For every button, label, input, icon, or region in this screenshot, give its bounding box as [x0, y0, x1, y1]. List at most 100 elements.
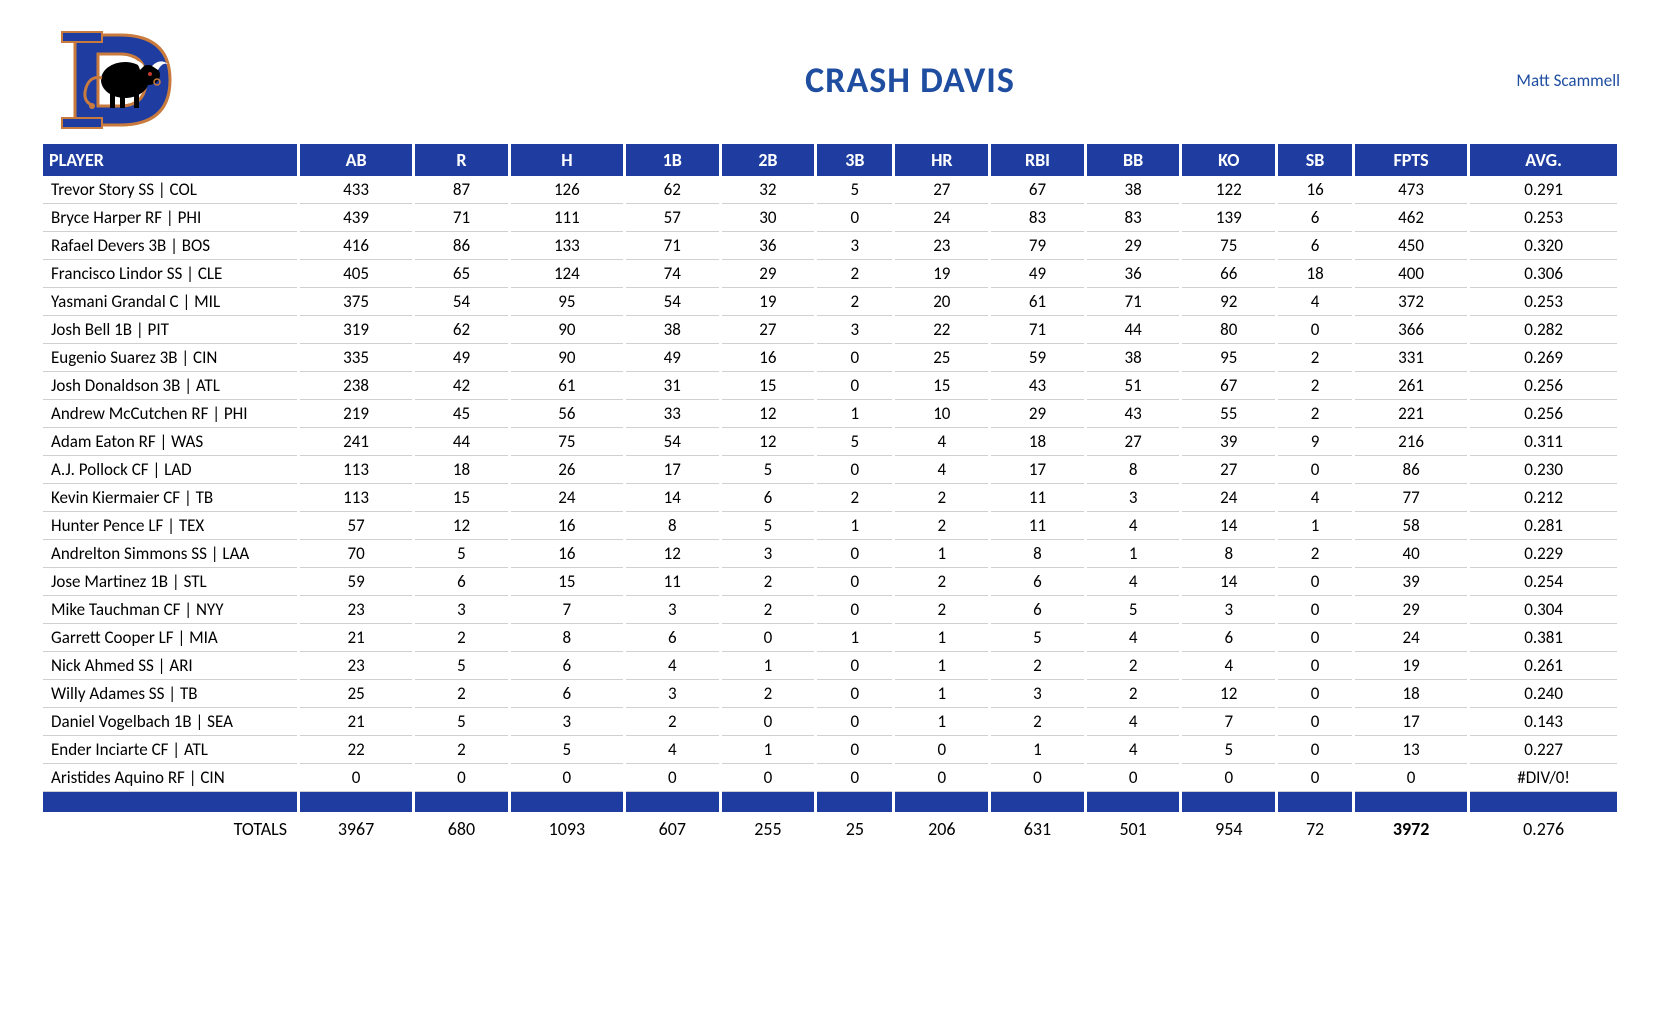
stat-cell: 124 — [511, 260, 623, 288]
stat-cell: 45 — [415, 400, 508, 428]
stat-cell: 3 — [722, 540, 815, 568]
table-row: Andrelton Simmons SS | LAA70516123018182… — [43, 540, 1617, 568]
stat-cell: 0 — [1278, 568, 1352, 596]
stat-cell: 67 — [1182, 372, 1275, 400]
stat-cell: 0.229 — [1470, 540, 1617, 568]
author-name: Matt Scammell — [1516, 70, 1620, 91]
stat-cell: 9 — [1278, 428, 1352, 456]
stat-cell: 4 — [1278, 288, 1352, 316]
stat-cell: 56 — [511, 400, 623, 428]
stat-cell: 27 — [1087, 428, 1180, 456]
stat-cell: 19 — [722, 288, 815, 316]
stat-cell: 14 — [626, 484, 719, 512]
stat-cell: 2 — [722, 568, 815, 596]
totals-cell: 680 — [415, 812, 508, 843]
stat-cell: 2 — [1278, 372, 1352, 400]
stat-cell: 1 — [1087, 540, 1180, 568]
stat-cell: 3 — [511, 708, 623, 736]
table-row: Bryce Harper RF | PHI4397111157300248383… — [43, 204, 1617, 232]
stat-cell: 0 — [1278, 764, 1352, 792]
stat-cell: 0.311 — [1470, 428, 1617, 456]
totals-cell: 0.276 — [1470, 812, 1617, 843]
stat-cell: 0 — [722, 624, 815, 652]
stat-cell: 71 — [991, 316, 1084, 344]
stat-cell: 433 — [300, 176, 412, 204]
stat-cell: 19 — [895, 260, 988, 288]
stat-cell: 4 — [895, 428, 988, 456]
totals-cell: 1093 — [511, 812, 623, 843]
stat-cell: 8 — [511, 624, 623, 652]
stat-cell: 2 — [722, 680, 815, 708]
stat-cell: 22 — [895, 316, 988, 344]
stat-cell: 221 — [1355, 400, 1467, 428]
stat-cell: 238 — [300, 372, 412, 400]
stat-cell: 3 — [1182, 596, 1275, 624]
stat-cell: 1 — [1278, 512, 1352, 540]
stat-cell: 0 — [991, 764, 1084, 792]
stat-cell: 86 — [415, 232, 508, 260]
stat-cell: 31 — [626, 372, 719, 400]
col-rbi: RBI — [991, 144, 1084, 176]
stat-cell: 49 — [626, 344, 719, 372]
stat-cell: 0 — [817, 764, 892, 792]
stat-cell: 43 — [991, 372, 1084, 400]
stat-cell: 62 — [415, 316, 508, 344]
stat-cell: 2 — [817, 484, 892, 512]
stat-cell: 19 — [1355, 652, 1467, 680]
stat-cell: 80 — [1182, 316, 1275, 344]
stat-cell: 86 — [1355, 456, 1467, 484]
stat-cell: 38 — [1087, 176, 1180, 204]
stat-cell: 2 — [895, 596, 988, 624]
stat-cell: 0 — [817, 204, 892, 232]
stat-cell: 0 — [1278, 708, 1352, 736]
totals-cell: 255 — [722, 812, 815, 843]
stat-cell: 462 — [1355, 204, 1467, 232]
stat-cell: 75 — [511, 428, 623, 456]
stat-cell: 42 — [415, 372, 508, 400]
stat-cell: 0 — [415, 764, 508, 792]
stat-cell: 54 — [415, 288, 508, 316]
stat-cell: 2 — [415, 736, 508, 764]
stat-cell: 24 — [511, 484, 623, 512]
stat-cell: 92 — [1182, 288, 1275, 316]
table-row: Rafael Devers 3B | BOS416861337136323792… — [43, 232, 1617, 260]
stat-cell: 16 — [1278, 176, 1352, 204]
stat-cell: 0.253 — [1470, 288, 1617, 316]
stat-cell: 0 — [817, 680, 892, 708]
stat-cell: 24 — [1355, 624, 1467, 652]
stat-cell: 0 — [817, 708, 892, 736]
stat-cell: 473 — [1355, 176, 1467, 204]
stat-cell: 2 — [817, 288, 892, 316]
stat-cell: 111 — [511, 204, 623, 232]
stat-cell: 6 — [1278, 204, 1352, 232]
stat-cell: 25 — [300, 680, 412, 708]
stat-cell: 4 — [1087, 512, 1180, 540]
header: CRASH DAVIS Matt Scammell — [40, 20, 1620, 140]
stat-cell: 8 — [991, 540, 1084, 568]
stat-cell: 0.240 — [1470, 680, 1617, 708]
stat-cell: 2 — [415, 624, 508, 652]
table-row: Ender Inciarte CF | ATL222541001450130.2… — [43, 736, 1617, 764]
stat-cell: 319 — [300, 316, 412, 344]
stat-cell: 2 — [626, 708, 719, 736]
stat-cell: 79 — [991, 232, 1084, 260]
stat-cell: 2 — [1087, 680, 1180, 708]
stat-cell: 15 — [722, 372, 815, 400]
stat-cell: 29 — [991, 400, 1084, 428]
stat-cell: 71 — [1087, 288, 1180, 316]
stat-cell: 1 — [895, 708, 988, 736]
stat-cell: 59 — [300, 568, 412, 596]
stat-cell: 0 — [817, 372, 892, 400]
stat-cell: 66 — [1182, 260, 1275, 288]
table-row: Willy Adames SS | TB2526320132120180.240 — [43, 680, 1617, 708]
stat-cell: #DIV/0! — [1470, 764, 1617, 792]
stat-cell: 18 — [1278, 260, 1352, 288]
stat-cell: 4 — [626, 652, 719, 680]
stat-cell: 0.143 — [1470, 708, 1617, 736]
table-row: A.J. Pollock CF | LAD1131826175041782708… — [43, 456, 1617, 484]
stat-cell: 30 — [722, 204, 815, 232]
totals-cell: 72 — [1278, 812, 1352, 843]
stat-cell: 6 — [415, 568, 508, 596]
stat-cell: 49 — [415, 344, 508, 372]
stat-cell: 8 — [1182, 540, 1275, 568]
